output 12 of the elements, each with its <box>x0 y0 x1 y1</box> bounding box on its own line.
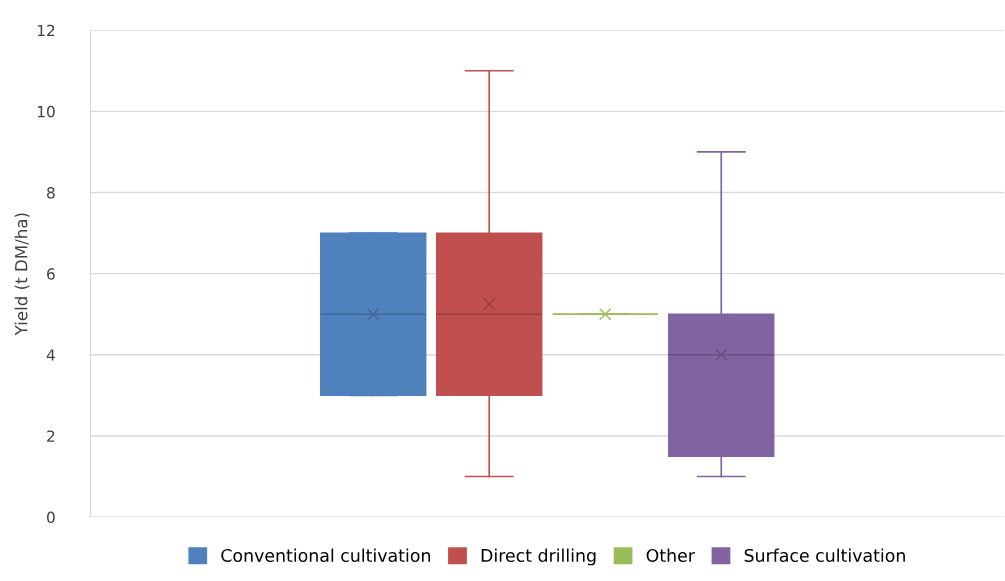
y-tick-label: 6 <box>47 268 55 280</box>
legend-label: Direct drilling <box>481 548 596 566</box>
y-tick-label: 2 <box>47 430 55 442</box>
legend-label: Surface cultivation <box>744 548 905 563</box>
y-tick-label: 12 <box>37 24 55 37</box>
y-tick-label: 10 <box>37 105 55 118</box>
y-tick-label: 4 <box>46 349 55 361</box>
y-tick-label: 0 <box>47 511 55 524</box>
legend-label: Conventional cultivation <box>221 548 430 563</box>
legend-label: Other <box>646 548 695 563</box>
y-tick-label: 8 <box>47 186 55 199</box>
y-axis-title: Yield (t DM/ha) <box>14 213 30 336</box>
